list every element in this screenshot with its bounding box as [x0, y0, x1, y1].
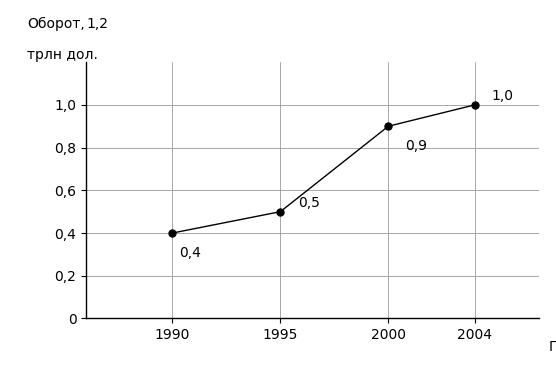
Text: 0,4: 0,4: [179, 246, 201, 260]
Text: 0,5: 0,5: [297, 195, 320, 209]
Text: Оборот,: Оборот,: [27, 17, 85, 31]
Text: 1,0: 1,0: [492, 89, 514, 103]
Text: трлн дол.: трлн дол.: [27, 48, 98, 62]
Text: Год: Год: [548, 339, 556, 353]
Text: 1,2: 1,2: [86, 18, 108, 31]
Text: 0,9: 0,9: [405, 139, 428, 153]
